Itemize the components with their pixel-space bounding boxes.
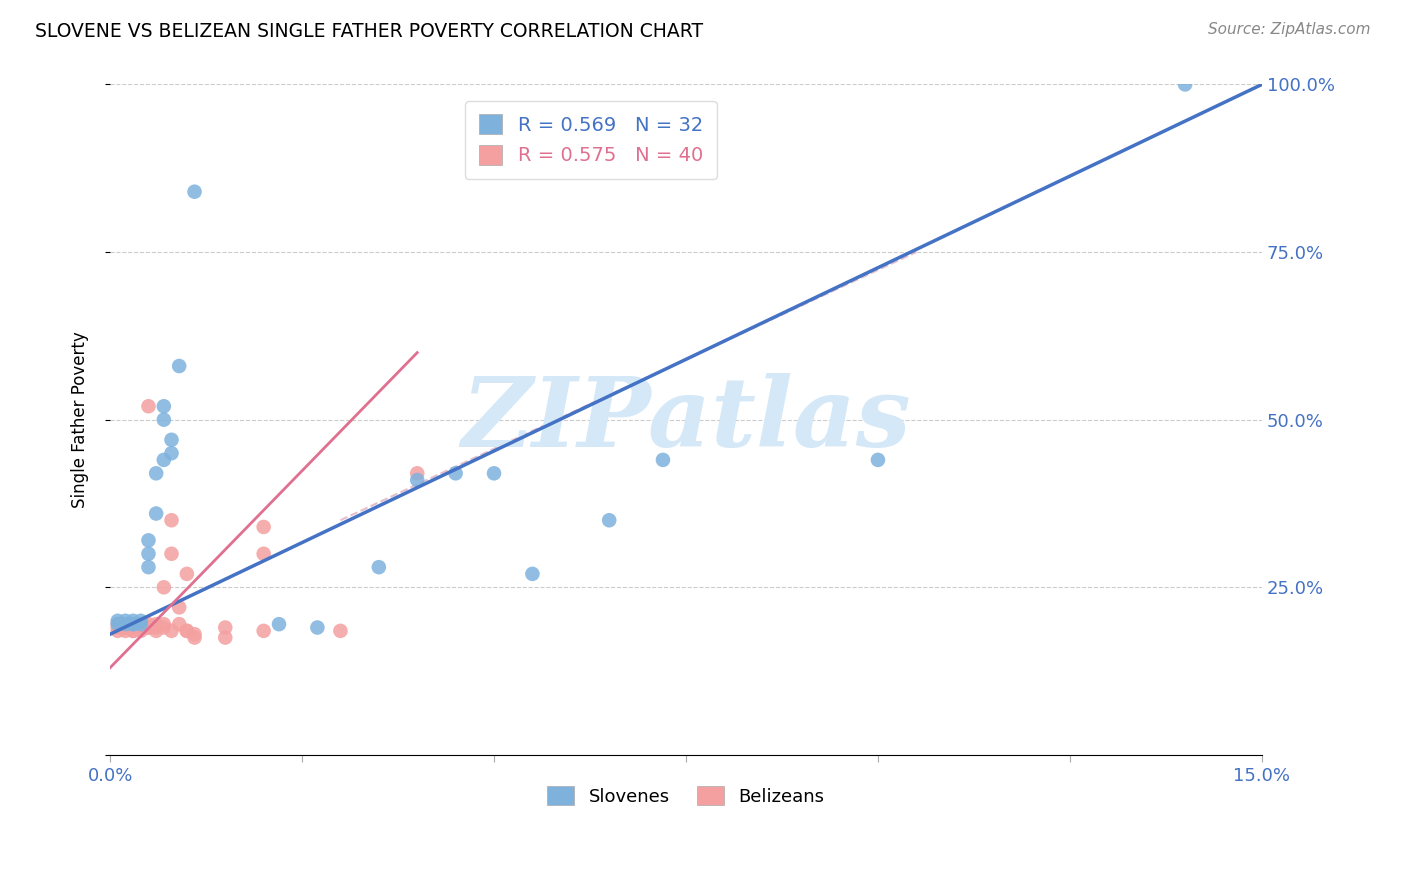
Legend: Slovenes, Belizeans: Slovenes, Belizeans [540, 779, 832, 813]
Point [329, 624, 352, 638]
Point [129, 620, 152, 634]
Point [138, 617, 160, 632]
Point [107, 624, 129, 638]
Point [522, 566, 544, 581]
Point [138, 620, 160, 634]
Point [145, 467, 167, 481]
Point [114, 620, 136, 634]
Point [167, 600, 190, 615]
Point [406, 467, 429, 481]
Point [129, 620, 152, 634]
Text: Source: ZipAtlas.com: Source: ZipAtlas.com [1208, 22, 1371, 37]
Point [153, 453, 176, 467]
Point [160, 547, 183, 561]
Point [482, 467, 505, 481]
Point [145, 507, 167, 521]
Point [253, 547, 276, 561]
Point [183, 185, 205, 199]
Point [114, 617, 136, 632]
Point [129, 617, 152, 632]
Point [122, 617, 145, 632]
Point [114, 614, 136, 628]
Point [153, 412, 176, 426]
Point [444, 467, 467, 481]
Point [866, 453, 889, 467]
Point [114, 620, 136, 634]
Point [406, 473, 429, 487]
Point [138, 560, 160, 574]
Point [122, 624, 145, 638]
Y-axis label: Single Father Poverty: Single Father Poverty [72, 331, 89, 508]
Point [107, 620, 129, 634]
Point [107, 614, 129, 628]
Point [153, 399, 176, 413]
Text: SLOVENE VS BELIZEAN SINGLE FATHER POVERTY CORRELATION CHART: SLOVENE VS BELIZEAN SINGLE FATHER POVERT… [35, 22, 703, 41]
Point [145, 617, 167, 632]
Point [160, 433, 183, 447]
Point [160, 624, 183, 638]
Point [167, 617, 190, 632]
Point [145, 624, 167, 638]
Point [307, 620, 329, 634]
Point [122, 617, 145, 632]
Point [153, 620, 176, 634]
Point [1174, 78, 1197, 92]
Point [598, 513, 620, 527]
Point [122, 620, 145, 634]
Point [107, 617, 129, 632]
Point [183, 627, 205, 641]
Point [138, 399, 160, 413]
Point [214, 620, 236, 634]
Point [153, 617, 176, 632]
Point [176, 624, 198, 638]
Point [160, 446, 183, 460]
Point [107, 617, 129, 632]
Point [138, 533, 160, 548]
Point [138, 620, 160, 634]
Point [160, 513, 183, 527]
Point [145, 620, 167, 634]
Point [267, 617, 290, 632]
Point [129, 614, 152, 628]
Point [153, 580, 176, 594]
Point [114, 624, 136, 638]
Point [183, 631, 205, 645]
Text: ZIPatlas: ZIPatlas [461, 373, 911, 467]
Point [122, 617, 145, 632]
Point [253, 520, 276, 534]
Point [652, 453, 675, 467]
Point [122, 614, 145, 628]
Point [122, 624, 145, 638]
Point [367, 560, 389, 574]
Point [253, 624, 276, 638]
Point [176, 624, 198, 638]
Point [214, 631, 236, 645]
Point [176, 566, 198, 581]
Point [138, 547, 160, 561]
Point [167, 359, 190, 373]
Point [129, 624, 152, 638]
